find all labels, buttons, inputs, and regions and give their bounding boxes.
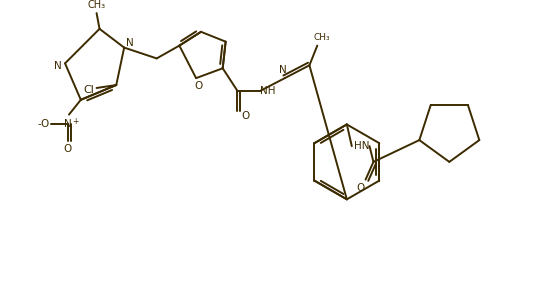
Text: N: N <box>279 65 287 75</box>
Text: N: N <box>64 119 72 129</box>
Text: O: O <box>194 81 202 91</box>
Text: CH₃: CH₃ <box>314 33 330 42</box>
Text: O: O <box>241 111 250 121</box>
Text: O: O <box>356 183 365 192</box>
Text: O: O <box>64 144 72 154</box>
Text: HN: HN <box>354 141 369 151</box>
Text: -O: -O <box>37 119 50 129</box>
Text: N: N <box>126 38 134 48</box>
Text: Cl: Cl <box>83 85 94 95</box>
Text: CH₃: CH₃ <box>87 0 106 10</box>
Text: NH: NH <box>260 86 276 96</box>
Text: N: N <box>54 61 62 71</box>
Text: +: + <box>73 117 79 126</box>
